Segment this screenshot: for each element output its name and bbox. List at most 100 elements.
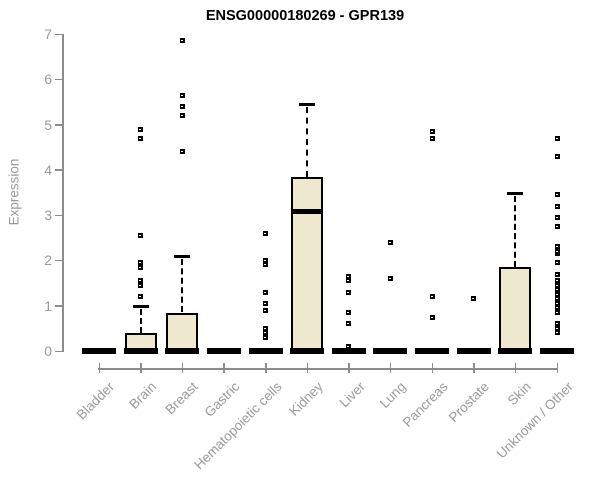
outlier-point[interactable] [179, 38, 185, 44]
x-axis-tick [514, 363, 517, 373]
box[interactable] [499, 267, 532, 353]
outlier-point[interactable] [263, 300, 269, 306]
outlier-point[interactable] [346, 273, 352, 279]
outlier-point[interactable] [554, 223, 560, 229]
outlier-point[interactable] [554, 153, 560, 159]
outlier-point[interactable] [346, 343, 352, 349]
outlier-point[interactable] [554, 300, 560, 306]
zero-bar[interactable] [206, 348, 241, 354]
outlier-point[interactable] [554, 214, 560, 220]
outlier-point[interactable] [554, 282, 560, 288]
outlier-point[interactable] [429, 128, 435, 134]
x-axis-tick [306, 363, 309, 373]
outlier-point[interactable] [554, 321, 560, 327]
zero-bar[interactable] [498, 348, 533, 354]
outlier-point[interactable] [138, 135, 144, 141]
x-axis-tick [140, 363, 142, 373]
outlier-point[interactable] [387, 276, 393, 282]
whisker-cap [299, 103, 316, 107]
outlier-point[interactable] [554, 135, 560, 141]
zero-bar[interactable] [165, 348, 200, 354]
outlier-point[interactable] [138, 264, 144, 270]
outlier-point[interactable] [263, 325, 269, 331]
outlier-point[interactable] [138, 282, 144, 288]
outlier-point[interactable] [263, 334, 269, 340]
outlier-point[interactable] [263, 289, 269, 295]
box[interactable] [166, 312, 199, 353]
whisker-line [514, 195, 517, 268]
x-axis-tick [348, 363, 350, 373]
y-axis-tick [55, 124, 62, 126]
y-axis-tick-label: 7 [44, 26, 52, 42]
outlier-point[interactable] [554, 271, 560, 277]
outlier-point[interactable] [179, 113, 185, 118]
y-axis-tick [55, 33, 62, 35]
outlier-point[interactable] [429, 314, 435, 320]
outlier-point[interactable] [429, 135, 435, 141]
outlier-point[interactable] [554, 291, 560, 297]
outlier-point[interactable] [263, 262, 269, 268]
outlier-point[interactable] [554, 287, 560, 293]
outlier-point[interactable] [554, 260, 560, 266]
outlier-point[interactable] [263, 307, 269, 313]
y-axis-tick [55, 350, 62, 352]
outlier-point[interactable] [387, 239, 393, 245]
y-axis-tick-label: 5 [44, 116, 52, 133]
outlier-point[interactable] [138, 126, 144, 132]
outlier-point[interactable] [179, 103, 185, 109]
x-axis-tick [265, 363, 267, 373]
x-axis-line [98, 368, 558, 370]
outlier-point[interactable] [263, 230, 269, 236]
outlier-point[interactable] [138, 233, 144, 239]
y-axis-tick-label: 4 [44, 161, 52, 178]
outlier-point[interactable] [263, 257, 269, 263]
zero-bar[interactable] [123, 348, 158, 354]
box[interactable] [291, 176, 324, 353]
x-axis-tick [431, 363, 434, 373]
x-axis-category-label: Bladder [74, 379, 118, 423]
y-axis-tick-label: 2 [44, 252, 52, 269]
zero-bar[interactable] [415, 348, 450, 354]
outlier-point[interactable] [346, 310, 352, 315]
x-axis-tick [389, 363, 392, 373]
y-axis-tick-label: 3 [44, 207, 52, 224]
outlier-point[interactable] [346, 289, 352, 295]
outlier-point[interactable] [554, 248, 560, 254]
outlier-point[interactable] [429, 294, 435, 300]
outlier-point[interactable] [263, 330, 269, 336]
zero-bar[interactable] [331, 348, 366, 354]
zero-bar[interactable] [540, 348, 575, 354]
y-axis-tick-label: 0 [44, 343, 52, 359]
outlier-point[interactable] [554, 330, 560, 336]
outlier-point[interactable] [554, 278, 560, 284]
x-axis-category-label: Breast [162, 379, 201, 418]
outlier-point[interactable] [138, 294, 144, 300]
outlier-point[interactable] [554, 296, 560, 302]
outlier-point[interactable] [554, 310, 560, 315]
outlier-point[interactable] [138, 278, 144, 284]
outlier-point[interactable] [471, 296, 477, 302]
outlier-point[interactable] [554, 203, 560, 209]
whisker-line [306, 107, 309, 177]
x-axis-category-label: Liver [336, 379, 368, 411]
x-axis-category-label: Gastric [201, 379, 243, 420]
outlier-point[interactable] [346, 321, 352, 327]
outlier-point[interactable] [554, 305, 560, 311]
zero-bar[interactable] [456, 348, 491, 354]
outlier-point[interactable] [554, 192, 560, 198]
outlier-point[interactable] [138, 260, 144, 266]
outlier-point[interactable] [554, 325, 560, 331]
median-line [291, 208, 324, 214]
outlier-point[interactable] [346, 278, 352, 284]
outlier-point[interactable] [179, 149, 185, 155]
zero-bar[interactable] [248, 348, 283, 354]
y-axis-tick [55, 305, 62, 307]
zero-bar[interactable] [82, 348, 116, 354]
outlier-point[interactable] [179, 92, 185, 98]
y-axis-tick [55, 214, 62, 217]
zero-bar[interactable] [373, 348, 408, 354]
outlier-point[interactable] [554, 244, 560, 250]
zero-bar[interactable] [290, 348, 325, 354]
y-axis-tick [55, 259, 62, 262]
